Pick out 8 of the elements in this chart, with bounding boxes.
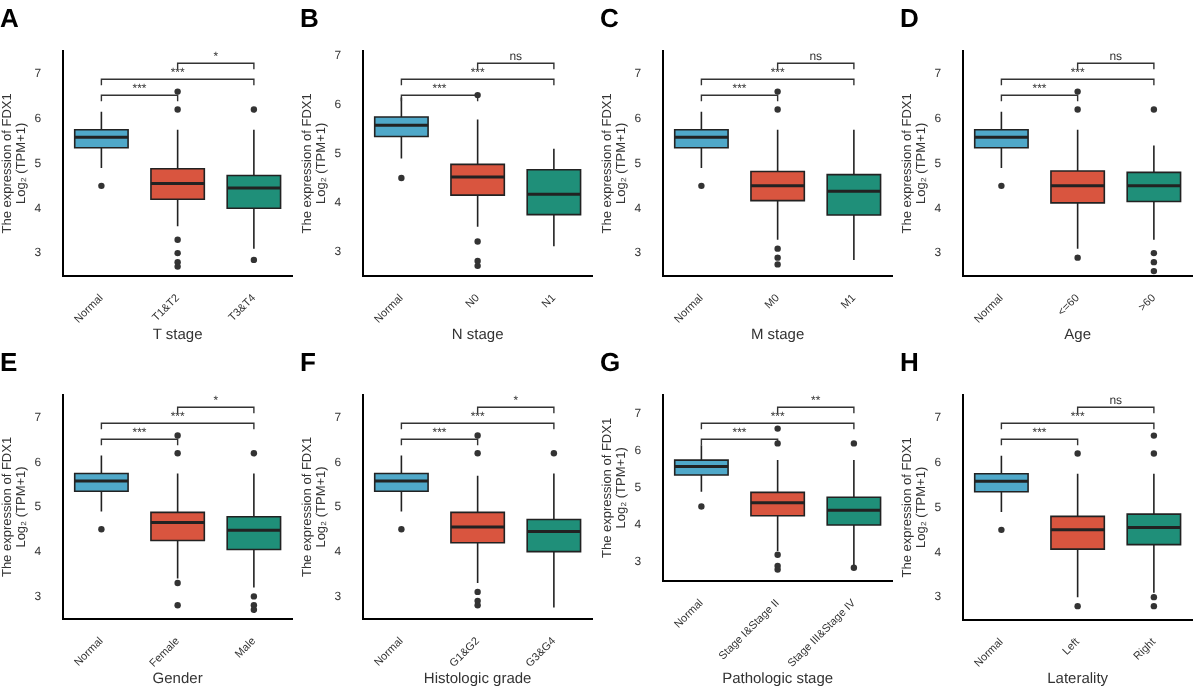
chart-title: B	[300, 2, 319, 33]
chart-title: E	[0, 346, 18, 377]
chart-title: D	[900, 2, 919, 33]
chart-title: C	[600, 2, 620, 33]
chart-title: G	[600, 346, 621, 377]
chart-title: H	[900, 346, 919, 377]
chart-title: F	[300, 346, 316, 377]
chart-title: A	[0, 2, 20, 33]
